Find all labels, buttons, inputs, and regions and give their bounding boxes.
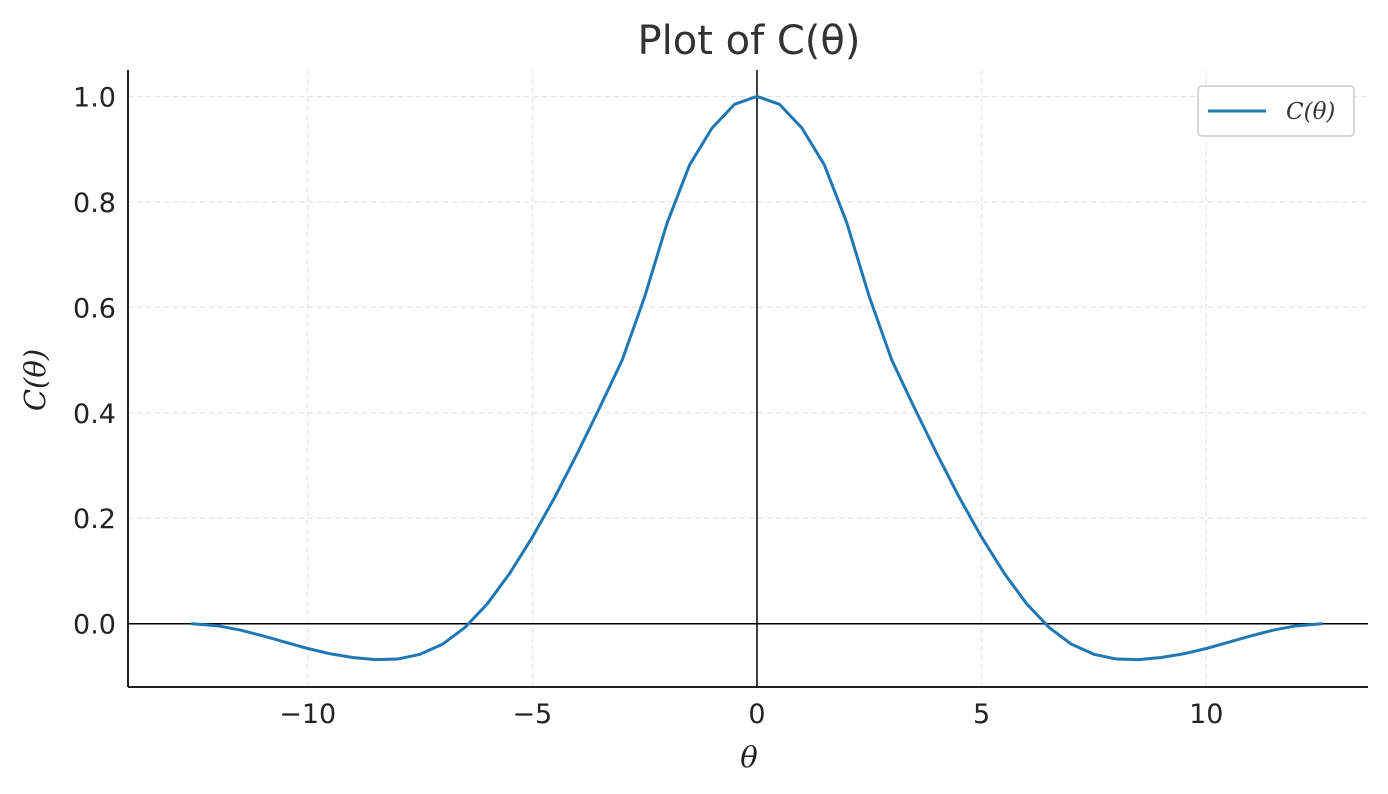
legend: C(θ)	[1197, 85, 1355, 137]
series-line	[190, 94, 1324, 662]
y-tick-label: 0.2	[73, 504, 116, 535]
legend-label: C(θ)	[1286, 99, 1335, 125]
legend-frame	[1197, 85, 1355, 137]
series-layer	[190, 94, 1324, 662]
x-axis-label: θ	[740, 740, 757, 774]
x-tick-label: 0	[748, 699, 765, 730]
y-tick-label: 0.0	[73, 610, 116, 641]
y-tick-label: 0.6	[73, 293, 116, 324]
axes	[127, 70, 1368, 688]
ticks: −10 −5 0 5 10 0.0 0.2 0.4 0.6 0.8 1.0	[73, 82, 1223, 730]
x-tick-label: 10	[1189, 699, 1223, 730]
y-tick-label: 0.4	[73, 399, 116, 430]
zero-reference-lines	[128, 70, 1368, 687]
y-tick-label: 1.0	[73, 82, 116, 113]
chart-title: Plot of C(θ)	[638, 18, 861, 64]
y-axis-label: C(θ)	[18, 349, 52, 411]
grid	[128, 70, 1368, 687]
x-tick-label: −10	[279, 699, 336, 730]
x-tick-label: −5	[512, 699, 552, 730]
x-tick-label: 5	[973, 699, 990, 730]
y-tick-label: 0.8	[73, 188, 116, 219]
